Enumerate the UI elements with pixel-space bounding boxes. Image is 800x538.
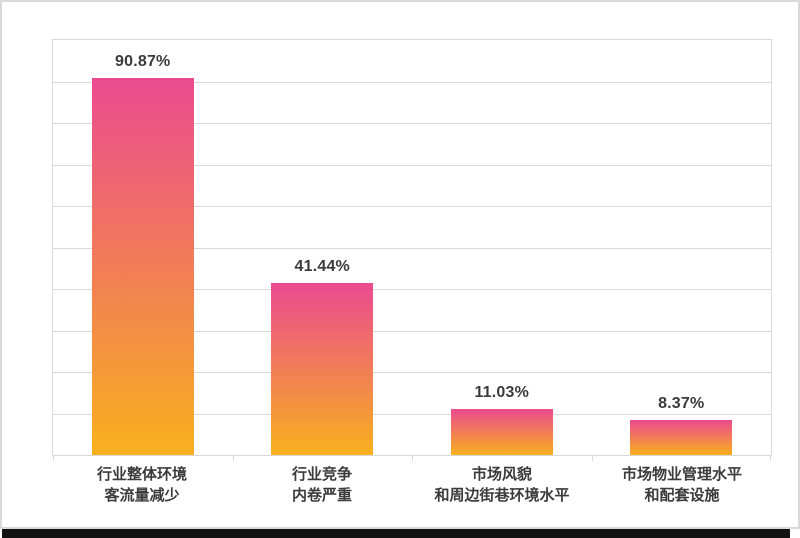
bar [450, 409, 553, 455]
gridline [53, 330, 771, 332]
category-label: 行业竞争 内卷严重 [291, 466, 352, 504]
gridline [53, 123, 771, 124]
gridline [53, 206, 771, 207]
bar-value-label: 41.44% [294, 258, 350, 276]
bar-value-label: 8.37% [658, 395, 705, 413]
bar [271, 283, 374, 455]
axis-tick [53, 455, 54, 461]
gridline [53, 372, 771, 373]
category-axis: 行业整体环境 客流量减少 行业竞争 内卷严重 市场风貌 和周边街巷环境水平 市场物业管… [52, 464, 772, 506]
bottom-window-edge [2, 529, 790, 538]
gridline [53, 413, 771, 415]
plot-area: 90.87% 41.44% 11.03% 8.37% [52, 39, 772, 461]
category-label: 行业整体环境 客流量减少 [96, 466, 187, 504]
gridline [53, 164, 771, 166]
category-label: 市场风貌 和周边街巷环境水平 [434, 466, 570, 504]
gridline [53, 247, 771, 249]
axis-tick [412, 455, 413, 461]
axis-tick [770, 455, 771, 461]
axis-tick [233, 455, 234, 461]
category-label: 市场物业管理水平 和配套设施 [621, 466, 742, 504]
bar [91, 77, 194, 455]
bar-value-label: 11.03% [474, 384, 530, 402]
bar-value-label: 90.87% [115, 52, 171, 70]
gridline [53, 289, 771, 290]
bar [630, 420, 733, 455]
gridline [53, 81, 771, 83]
axis-tick [592, 455, 593, 461]
